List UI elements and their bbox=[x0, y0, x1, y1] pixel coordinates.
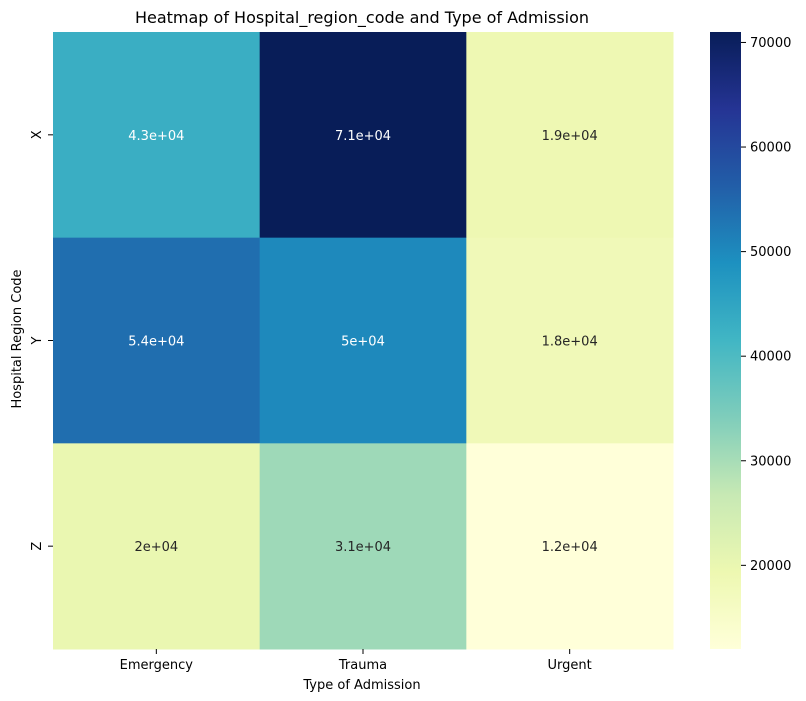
y-axis-label: Hospital Region Code bbox=[10, 269, 25, 408]
colorbar-tick-label: 20000 bbox=[750, 559, 791, 574]
heatmap-cell bbox=[259, 32, 467, 239]
cell-annotation: 3.1e+04 bbox=[335, 540, 391, 555]
heatmap-cell bbox=[53, 443, 261, 650]
y-tick-label: Y bbox=[30, 336, 45, 345]
cell-annotation: 1.8e+04 bbox=[542, 335, 598, 350]
cell-annotation: 1.2e+04 bbox=[542, 540, 598, 555]
heatmap-cell bbox=[259, 443, 467, 650]
colorbar: 20000 30000 40000 50000 60000 70000 bbox=[710, 32, 791, 649]
cell-annotation: 5.4e+04 bbox=[128, 335, 184, 350]
x-axis-label: Type of Admission bbox=[302, 678, 420, 693]
y-tick-label: Z bbox=[30, 542, 45, 551]
colorbar-tick-label: 40000 bbox=[750, 350, 791, 365]
heatmap-cell bbox=[466, 443, 674, 650]
chart-title: Heatmap of Hospital_region_code and Type… bbox=[135, 8, 589, 28]
cell-annotation: 1.9e+04 bbox=[542, 129, 598, 144]
heatmap-cells: 4.3e+04 7.1e+04 1.9e+04 5.4e+04 5e+04 1.8e+04… bbox=[53, 32, 674, 650]
cell-annotation: 5e+04 bbox=[341, 335, 385, 350]
heatmap-cell bbox=[53, 237, 261, 444]
colorbar-tick-label: 60000 bbox=[750, 141, 791, 156]
cell-annotation: 7.1e+04 bbox=[335, 129, 391, 144]
colorbar-tick-label: 50000 bbox=[750, 245, 791, 260]
colorbar-tick-label: 70000 bbox=[750, 36, 791, 51]
colorbar-scale bbox=[710, 32, 741, 649]
heatmap-cell bbox=[466, 32, 674, 239]
cell-annotation: 4.3e+04 bbox=[128, 129, 184, 144]
y-axis: X Y Z bbox=[30, 130, 53, 551]
colorbar-tick-label: 30000 bbox=[750, 454, 791, 469]
heatmap-cell bbox=[53, 32, 261, 239]
cell-annotation: 2e+04 bbox=[134, 540, 178, 555]
x-axis: Emergency Trauma Urgent bbox=[120, 649, 592, 673]
x-tick-label: Urgent bbox=[548, 658, 592, 673]
heatmap-cell bbox=[466, 237, 674, 444]
y-tick-label: X bbox=[30, 130, 45, 139]
x-tick-label: Emergency bbox=[120, 658, 194, 673]
heatmap-cell bbox=[259, 237, 467, 444]
x-tick-label: Trauma bbox=[338, 658, 387, 673]
